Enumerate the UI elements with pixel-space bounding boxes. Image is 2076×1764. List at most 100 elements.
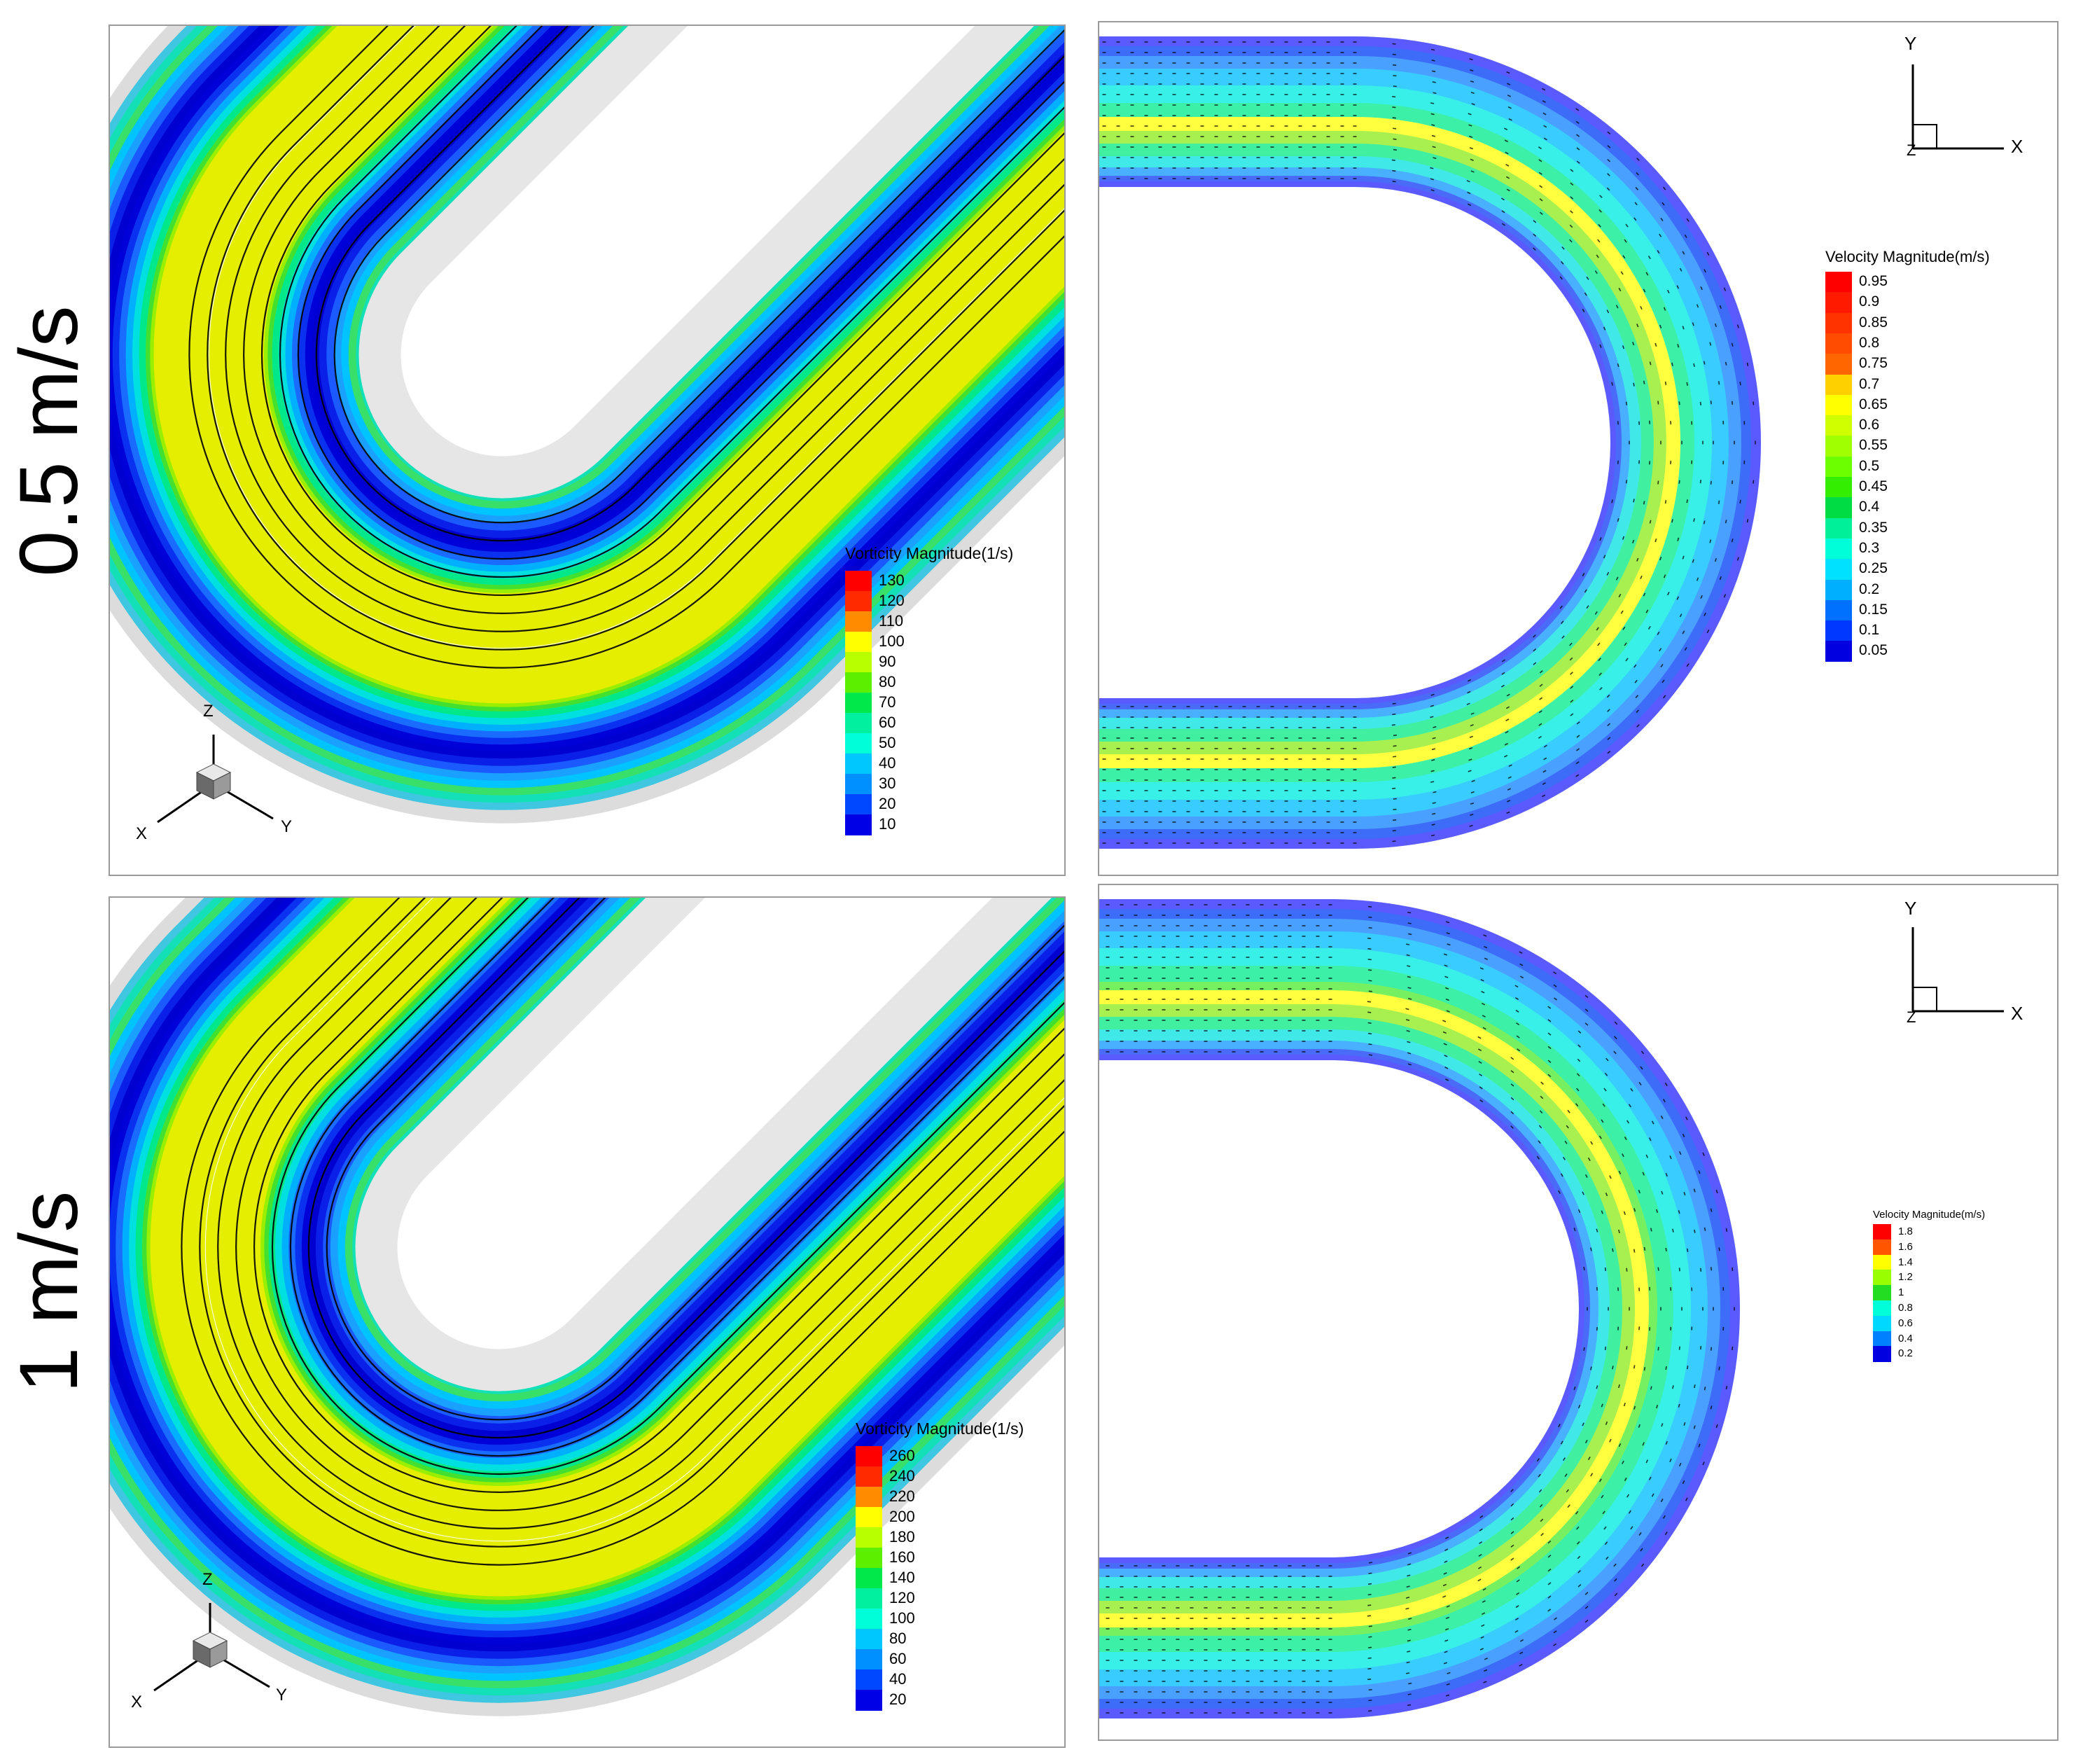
legend-swatch: [1873, 1254, 1891, 1270]
axis-glyph: [1911, 927, 2004, 1013]
legend-swatch: [856, 1669, 882, 1690]
pipe-inner-core: [1099, 187, 1610, 698]
streamline: [207, 26, 1064, 651]
legend-value: 1: [1898, 1286, 1904, 1299]
legend-value: 0.15: [1859, 601, 1888, 618]
legend-value: 100: [879, 632, 905, 651]
legend-swatch: [856, 1527, 882, 1548]
legend-value: 30: [879, 775, 896, 793]
legend-swatch: [1873, 1239, 1891, 1256]
legend-swatch: [1873, 1315, 1891, 1332]
vorticity-contour-bottom: [110, 898, 1064, 1716]
legend-swatch: [1825, 477, 1852, 498]
legend-swatch: [856, 1466, 882, 1487]
legend-value: 120: [889, 1589, 915, 1607]
legend-value: 1.8: [1898, 1225, 1913, 1237]
vorticity-panel-bottom: Vorticity Magnitude(1/s) 260 240 220 200 180…: [109, 896, 1066, 1748]
legend-swatch: [845, 794, 872, 815]
legend-swatch: [1825, 292, 1852, 314]
legend-value: 120: [879, 592, 905, 610]
pipe-inner-core: [1099, 1060, 1579, 1557]
vorticity-panel-top: Vorticity Magnitude(1/s) 130 120 110 100 90 8…: [109, 25, 1066, 876]
axis-z-label: Z: [1907, 141, 1916, 159]
legend-swatch: [856, 1690, 882, 1711]
vorticity-contour-top: [110, 26, 1064, 824]
legend-swatch: [845, 672, 872, 693]
legend-swatch: [856, 1548, 882, 1569]
axis-glyph: [1911, 64, 2004, 150]
legend-value: 0.4: [1859, 499, 1880, 515]
legend-value: 70: [879, 693, 896, 711]
u-bend-geometry: [110, 26, 1064, 824]
legend-swatch: [856, 1446, 882, 1467]
legend-value: 110: [879, 612, 904, 630]
legend-value: 260: [889, 1447, 915, 1465]
legend-swatch: [1825, 374, 1852, 396]
legend-swatch: [845, 814, 872, 835]
legend-swatch: [856, 1629, 882, 1650]
legend-swatch: [845, 611, 872, 632]
streamline: [289, 898, 1064, 1457]
legend-swatch: [1825, 354, 1852, 375]
legend-value: 140: [889, 1569, 915, 1587]
legend-swatch: [1873, 1331, 1891, 1347]
triad-y-label: Y: [281, 817, 293, 836]
legend-swatch: [845, 774, 872, 795]
axis-x-label: X: [2011, 136, 2023, 157]
legend-value: 40: [889, 1670, 907, 1688]
velocity-legend-bottom: Velocity Magnitude(m/s) 1.8 1.6 1.4 1.2 1 0.8…: [1873, 1209, 2034, 1377]
axis-triad: [153, 1603, 270, 1692]
legend-value: 130: [879, 571, 905, 590]
axis-x-label: X: [2011, 1003, 2023, 1024]
velocity-field: [1099, 36, 1761, 849]
velocity-legend-top: Velocity Magnitude(m/s) 0.95 0.9 0.85 0.8 0.…: [1825, 248, 2049, 696]
legend-value: 10: [879, 815, 896, 833]
legend-swatch: [1825, 497, 1852, 519]
triad-y-label: Y: [276, 1686, 288, 1704]
legend-value: 100: [889, 1609, 915, 1627]
legend-value: 0.8: [1859, 334, 1880, 351]
streamline: [307, 898, 1064, 1439]
velocity-panel-top: Velocity Magnitude(m/s) 0.95 0.9 0.85 0.8 0.…: [1098, 21, 2058, 876]
axis-triad: [157, 735, 274, 824]
legend-title: Velocity Magnitude(m/s): [1825, 248, 1990, 265]
legend-title: Vorticity Magnitude(1/s): [845, 544, 1014, 562]
legend-swatch: [1825, 456, 1852, 478]
legend-value: 0.6: [1859, 417, 1880, 433]
streamline: [315, 26, 1064, 542]
legend-value: 0.4: [1898, 1332, 1913, 1345]
legend-swatch: [845, 753, 872, 775]
legend-swatch: [1825, 272, 1852, 293]
triad-z-label: Z: [202, 1570, 213, 1589]
streamline: [188, 26, 1064, 669]
legend-value: 0.9: [1859, 293, 1880, 310]
legend-swatch: [845, 693, 872, 714]
legend-swatch: [1825, 518, 1852, 539]
legend-swatch: [1825, 436, 1852, 457]
legend-swatch: [845, 591, 872, 612]
legend-title: Vorticity Magnitude(1/s): [856, 1419, 1024, 1438]
legend-value: 40: [879, 754, 896, 772]
legend-swatch: [1825, 312, 1852, 334]
legend-value: 0.85: [1859, 314, 1888, 331]
streamline: [243, 26, 1064, 614]
legend-value: 220: [889, 1487, 915, 1506]
row-label-bottom: 1 m/s: [3, 1190, 95, 1394]
legend-value: 0.1: [1859, 622, 1880, 639]
vorticity-legend-top: Vorticity Magnitude(1/s) 130 120 110 100 90 8…: [845, 544, 1055, 866]
velocity-panel-bottom: Velocity Magnitude(m/s) 1.8 1.6 1.4 1.2 1 0.8…: [1098, 884, 2058, 1741]
streamline: [333, 26, 1064, 524]
legend-swatch: [1873, 1270, 1891, 1286]
legend-value: 0.75: [1859, 355, 1888, 372]
legend-value: 0.2: [1898, 1347, 1913, 1360]
streamline: [261, 26, 1064, 596]
legend-value: 90: [879, 653, 896, 671]
axis-y-label: Y: [1904, 33, 1917, 54]
legend-swatch: [856, 1507, 882, 1528]
legend-value: 160: [889, 1548, 915, 1567]
legend-value: 0.8: [1898, 1301, 1913, 1314]
legend-value: 0.95: [1859, 273, 1888, 290]
u-bend-geometry: [110, 898, 1064, 1716]
streamline: [279, 26, 1064, 578]
legend-value: 0.55: [1859, 437, 1888, 454]
